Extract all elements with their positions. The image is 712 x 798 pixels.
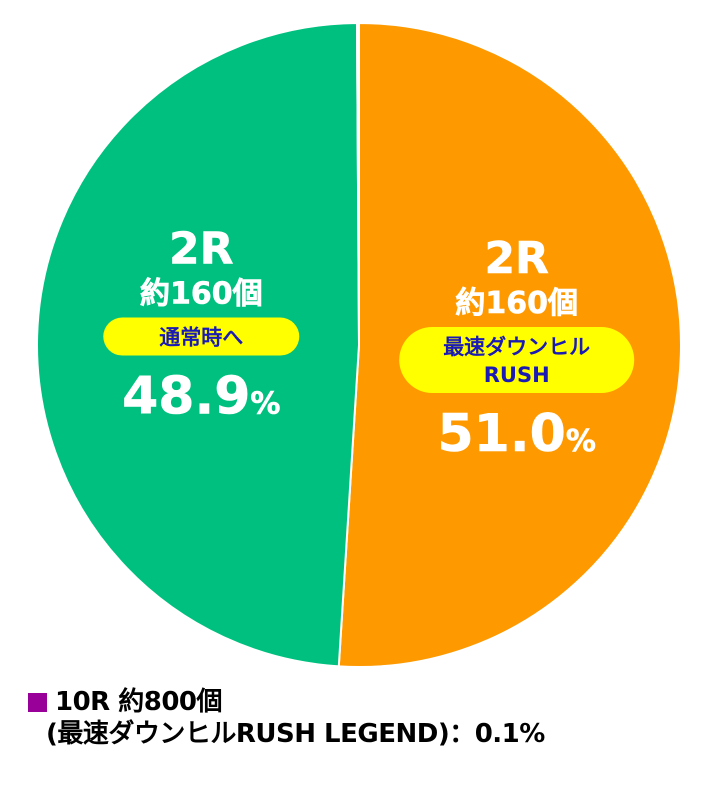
legend-swatch: [28, 692, 47, 712]
legend-row-10r: 10R 約800個: [28, 686, 545, 718]
slice-label-round: 2R: [169, 224, 234, 275]
slice-label-badge: [103, 317, 300, 356]
slice-label-badge: [399, 326, 635, 393]
slice-label-result: 最速ダウンヒル: [443, 335, 590, 359]
legend-line1: 10R 約800個: [55, 687, 223, 717]
slice-label-result: 通常時へ: [159, 326, 243, 350]
slice-label-result: RUSH: [484, 363, 550, 387]
pie-slice-2: [355, 21, 360, 346]
slice-label-round: 2R: [484, 233, 549, 284]
slice-label-payout: 約160個: [140, 277, 263, 312]
slice-label-percent: 51.0%: [438, 404, 596, 464]
legend: 10R 約800個 (最速ダウンヒルRUSH LEGEND)：0.1%: [28, 686, 545, 750]
slice-label-payout: 約160個: [455, 286, 578, 321]
slice-label-percent: 48.9%: [122, 367, 280, 427]
legend-line2: (最速ダウンヒルRUSH LEGEND)：0.1%: [46, 719, 545, 749]
